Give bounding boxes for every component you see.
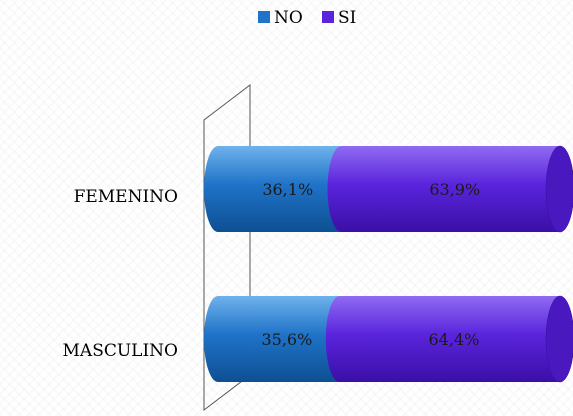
bar-masculino-no <box>204 296 354 382</box>
legend: NO SI <box>258 8 356 28</box>
category-label-masculino: MASCULINO <box>63 341 178 361</box>
data-label-masculino-no: 35,6% <box>261 330 312 349</box>
bar-femenino-si <box>327 145 573 233</box>
data-label-masculino-si: 64,4% <box>428 330 479 349</box>
bar-masculino-no-body <box>204 296 354 382</box>
bar-masculino-si-body <box>325 296 573 382</box>
legend-swatch-no <box>258 11 270 23</box>
legend-item-no: NO <box>258 8 303 28</box>
category-label-femenino: FEMENINO <box>74 187 178 207</box>
legend-swatch-si <box>322 11 334 23</box>
bar-masculino-si-end-cap <box>545 295 573 383</box>
bar-femenino-si-end-cap <box>545 145 573 233</box>
bar-femenino-no-body <box>204 146 356 232</box>
bar-femenino-si-body <box>327 146 573 232</box>
legend-label-si: SI <box>338 8 356 28</box>
bar-masculino-si <box>325 295 573 383</box>
legend-label-no: NO <box>274 8 303 28</box>
bar-femenino-no <box>204 146 356 232</box>
data-label-femenino-si: 63,9% <box>429 180 480 199</box>
legend-item-si: SI <box>322 8 356 28</box>
data-label-femenino-no: 36,1% <box>262 180 313 199</box>
